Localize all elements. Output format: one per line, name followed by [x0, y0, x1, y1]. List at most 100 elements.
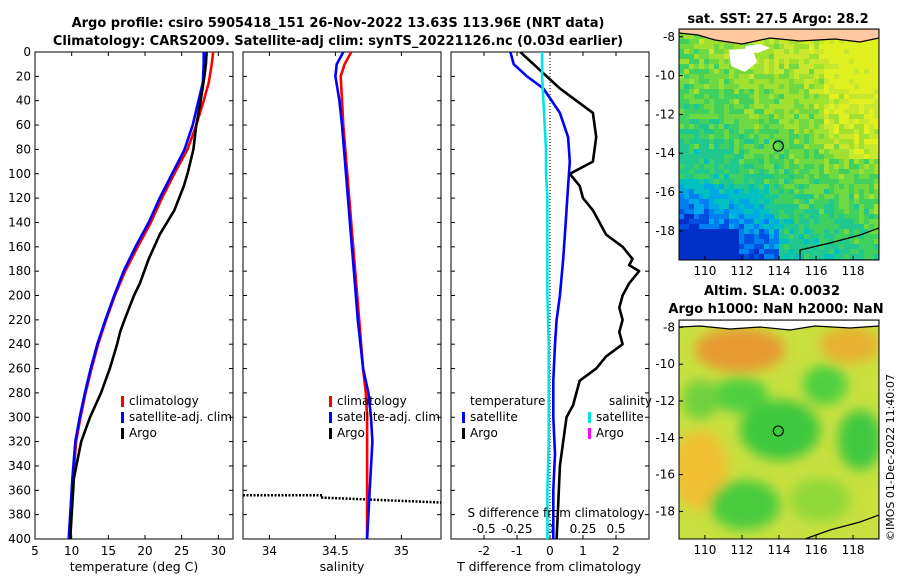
sst-pixel: [789, 94, 795, 100]
sst-pixel: [814, 239, 820, 245]
sst-pixel: [769, 209, 775, 215]
sst-pixel: [874, 224, 879, 230]
sst-pixel: [699, 79, 705, 85]
sst-pixel: [759, 199, 765, 205]
sst-pixel: [749, 169, 755, 175]
sst-pixel: [724, 174, 730, 180]
sst-pixel: [734, 104, 740, 110]
sst-pixel: [814, 84, 820, 90]
sst-pixel: [819, 149, 825, 155]
sst-pixel: [684, 154, 690, 160]
sst-pixel: [774, 169, 780, 175]
sla-blob: [820, 327, 879, 363]
sst-pixel: [784, 39, 790, 45]
sst-pixel: [874, 84, 879, 90]
sst-pixel: [814, 99, 820, 105]
sst-pixel: [769, 184, 775, 190]
sst-pixel: [769, 169, 775, 175]
sst-pixel: [854, 134, 860, 140]
sst-pixel: [804, 79, 810, 85]
sst-pixel: [734, 199, 740, 205]
sst-pixel: [679, 129, 685, 135]
sst-pixel: [689, 119, 695, 125]
sst-pixel: [759, 99, 765, 105]
sst-pixel: [834, 39, 840, 45]
difference-legend: temperature salinity satellite Argo sate…: [462, 394, 652, 440]
sst-pixel: [859, 254, 865, 260]
sst-pixel: [684, 44, 690, 50]
sst-pixel: [829, 159, 835, 165]
sst-pixel: [839, 119, 845, 125]
sst-pixel: [689, 214, 695, 220]
sst-pixel: [719, 189, 725, 195]
sst-pixel: [759, 244, 765, 250]
x-tick-label: 10: [64, 544, 79, 558]
sst-pixel: [834, 99, 840, 105]
sst-pixel: [799, 54, 805, 60]
sst-pixel: [764, 214, 770, 220]
sst-pixel: [799, 204, 805, 210]
sst-pixel: [854, 54, 860, 60]
sst-coastline: [799, 227, 879, 260]
sst-pixel: [679, 224, 685, 230]
map-y-tick-label: -10: [655, 357, 675, 371]
sst-pixel: [774, 44, 780, 50]
sst-pixel: [834, 234, 840, 240]
sst-pixel: [724, 144, 730, 150]
sst-pixel: [694, 249, 700, 255]
sst-pixel: [734, 214, 740, 220]
sst-pixel: [724, 104, 730, 110]
sst-pixel: [719, 119, 725, 125]
sst-pixel: [804, 134, 810, 140]
sst-pixel: [704, 209, 710, 215]
sst-pixel: [854, 144, 860, 150]
sst-pixel: [804, 84, 810, 90]
sst-pixel: [789, 249, 795, 255]
sst-pixel: [779, 74, 785, 80]
sst-pixel: [694, 134, 700, 140]
sst-pixel: [824, 129, 830, 135]
sst-pixel: [819, 49, 825, 55]
sla-blob: [695, 328, 785, 372]
sst-pixel: [699, 209, 705, 215]
y-tick-label: 380: [8, 508, 31, 522]
sst-pixel: [819, 229, 825, 235]
sst-pixel: [694, 229, 700, 235]
sst-pixel: [784, 69, 790, 75]
sst-pixel: [859, 119, 865, 125]
sst-pixel: [849, 114, 855, 120]
salinity-lines: [243, 52, 441, 539]
sst-pixel: [744, 104, 750, 110]
sst-pixel: [819, 194, 825, 200]
sst-pixel: [844, 94, 850, 100]
sst-pixel: [869, 234, 875, 240]
sst-pixel: [789, 239, 795, 245]
sst-pixel: [774, 119, 780, 125]
sst-pixel: [869, 89, 875, 95]
sst-pixel: [689, 59, 695, 65]
sla-land-shape: [679, 320, 879, 331]
sst-pixel: [854, 229, 860, 235]
sst-pixel: [844, 214, 850, 220]
sst-pixel: [709, 54, 715, 60]
sst-pixel: [874, 134, 879, 140]
y-tick-label: 60: [16, 118, 31, 132]
sst-pixel: [684, 99, 690, 105]
sst-pixel: [864, 224, 870, 230]
sst-pixel: [829, 134, 835, 140]
sst-pixel: [684, 59, 690, 65]
sst-pixel: [819, 189, 825, 195]
sst-pixel: [839, 169, 845, 175]
sst-pixel: [714, 194, 720, 200]
sst-pixel: [799, 79, 805, 85]
sst-pixel: [734, 189, 740, 195]
series-line-satellite-adj-clim: [67, 52, 205, 539]
x-tick-label: 0: [546, 544, 554, 558]
sst-pixel: [809, 119, 815, 125]
sst-pixel: [774, 129, 780, 135]
sst-pixel: [859, 74, 865, 80]
salinity-legend: climatology satellite-adj. clim Argo: [329, 394, 440, 440]
sst-pixel: [729, 134, 735, 140]
sst-pixel: [809, 214, 815, 220]
sst-pixel: [854, 169, 860, 175]
